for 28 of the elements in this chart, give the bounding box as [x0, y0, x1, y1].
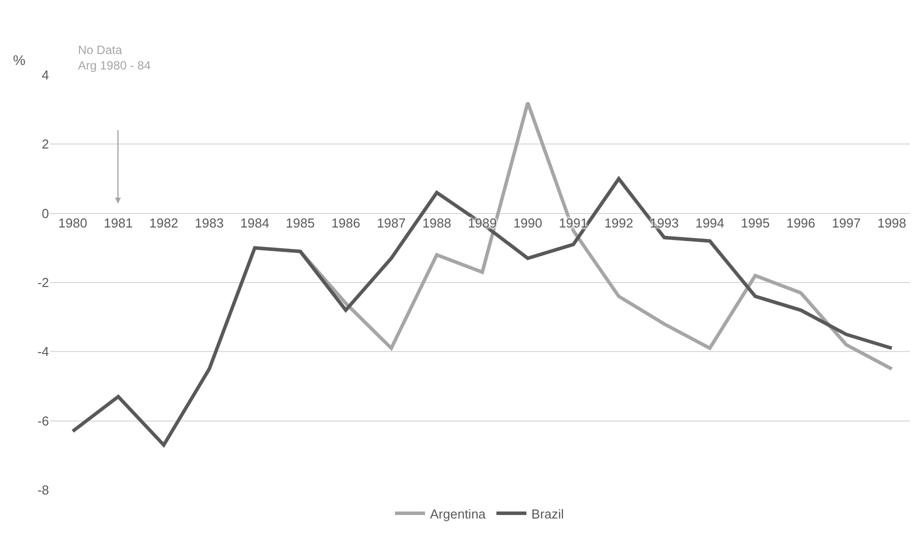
y-tick-label: 4	[42, 68, 49, 83]
legend-label: Argentina	[430, 506, 486, 522]
x-tick-label: 1995	[740, 215, 770, 230]
x-tick-label: 1985	[286, 215, 315, 230]
x-tick-label: 1992	[604, 215, 634, 230]
text: No Data Arg 1980 - 84	[78, 43, 152, 73]
x-tick-label: 1983	[194, 215, 224, 230]
y-tick-label: -8	[37, 482, 49, 498]
y-tick-label: 0	[42, 206, 49, 221]
x-tick-label: 1981	[104, 215, 133, 230]
x-tick-label: 1996	[786, 215, 816, 230]
y-tick-label: -6	[37, 413, 49, 428]
x-tick-label: 1982	[149, 215, 178, 230]
x-tick-label: 1988	[422, 215, 452, 230]
x-tick-label: 1980	[58, 215, 88, 230]
x-tick-label: 1984	[240, 215, 270, 230]
legend-label: Brazil	[531, 506, 564, 522]
x-tick-label: 1997	[832, 215, 861, 230]
x-tick-label: 1986	[331, 215, 360, 230]
x-tick-label: 1998	[877, 215, 906, 230]
y-tick-label: 2	[42, 136, 49, 152]
y-tick-label: -4	[37, 344, 49, 360]
x-tick-label: 1990	[513, 215, 542, 230]
x-tick-label: 1991	[558, 215, 588, 230]
x-tick-label: 1987	[376, 215, 406, 230]
x-tick-label: 1994	[695, 215, 724, 230]
y-tick-label: -2	[37, 275, 49, 290]
y-axis-title: %	[13, 52, 26, 68]
